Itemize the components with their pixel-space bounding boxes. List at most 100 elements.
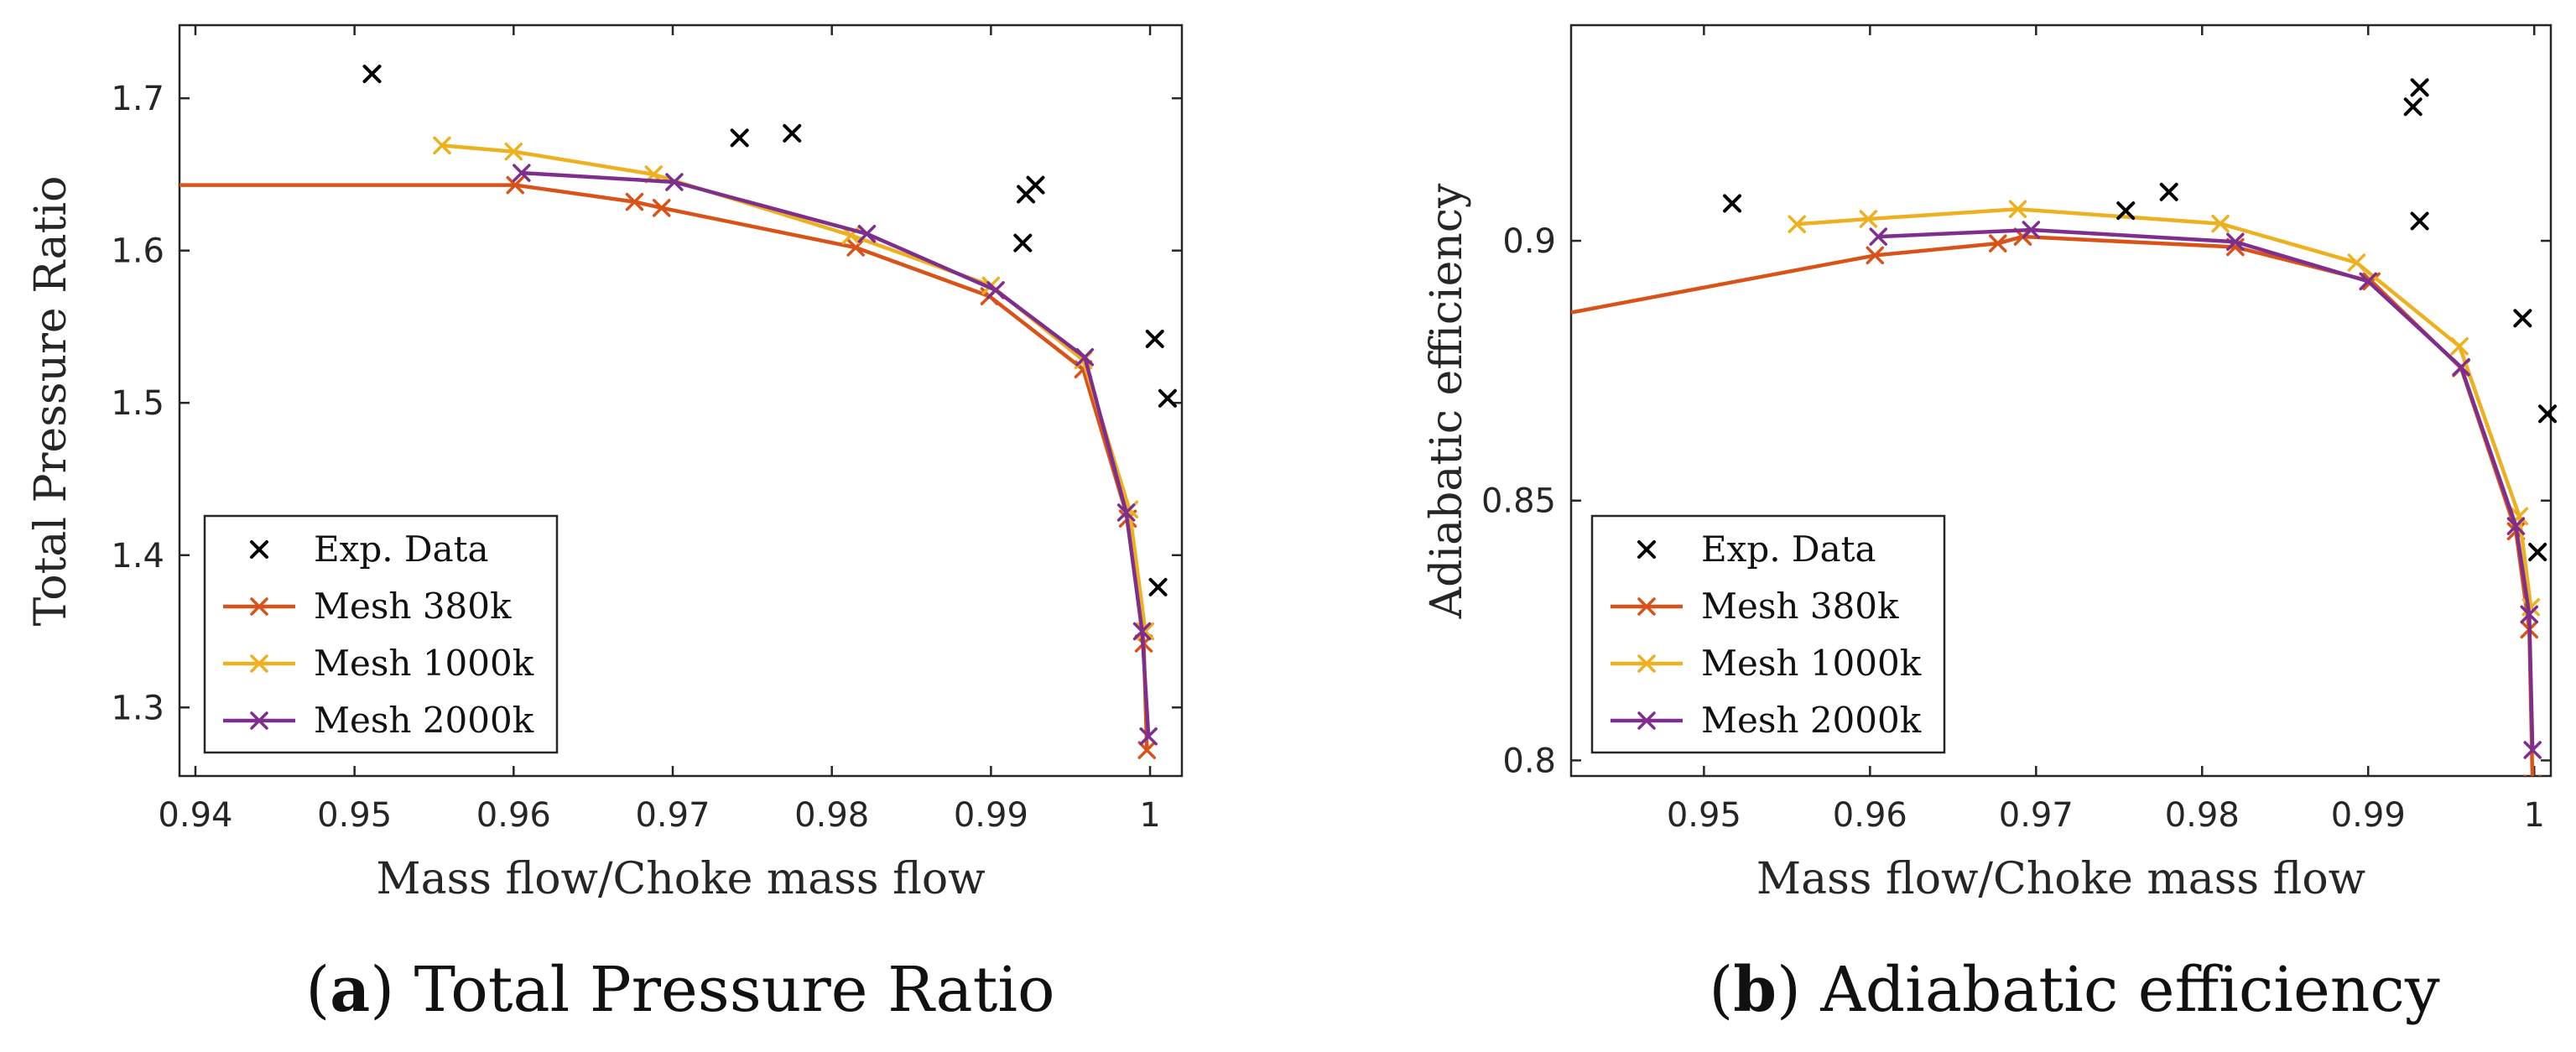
series-marker: [846, 238, 865, 257]
series-marker: [506, 175, 524, 195]
y-tick-label: 0.9: [1502, 222, 1556, 261]
y-tick-label: 0.85: [1481, 482, 1556, 521]
series-marker: [2359, 272, 2377, 291]
y-tick-label: 1.7: [111, 80, 164, 118]
legend-label: Mesh 1000k: [1701, 643, 1922, 684]
y-tick-label: 1.4: [111, 537, 164, 575]
series-line: [441, 143, 1147, 632]
x-tick-label: 0.99: [954, 796, 1028, 835]
chart-panel-a: 0.94 0.95 0.96 0.97 0.98 0.99 1 1.3 1.4 1.5 1.6 1.7…: [26, 23, 1184, 1026]
exp-data-marker: [2528, 543, 2547, 562]
series-marker: [1989, 234, 2007, 253]
series-line: [1797, 207, 2533, 607]
legend-marker: [1637, 654, 1656, 673]
chart-panel-b: 0.95 0.96 0.97 0.98 0.99 1 0.8 0.85 0.9 Mass flow…: [1422, 23, 2558, 1026]
x-axis-label: Mass flow/Choke mass flow: [1756, 854, 2365, 904]
x-axis-label: Mass flow/Choke mass flow: [376, 854, 985, 904]
exp-data-marker: [2159, 182, 2178, 201]
exp-data-marker: [730, 128, 749, 148]
series-marker: [986, 281, 1005, 299]
panel-caption: (a) Total Pressure Ratio: [305, 954, 1054, 1026]
y-tick-label: 1.5: [111, 384, 164, 423]
panel-caption: (b) Adiabatic efficiency: [1709, 954, 2440, 1026]
series-line: [1878, 227, 2535, 751]
series-exp-data: [362, 65, 1177, 596]
legend-label: Mesh 1000k: [314, 643, 534, 684]
exp-data-marker: [362, 65, 382, 84]
series-mesh-2000k: [1869, 221, 2542, 759]
legend-label: Mesh 380k: [314, 586, 512, 627]
series-marker: [2022, 221, 2041, 239]
series-marker: [2362, 272, 2381, 291]
series-marker: [1788, 215, 1806, 233]
x-tick-label: 1: [1139, 796, 1160, 835]
exp-data-marker: [1145, 329, 1164, 348]
series-exp-data: [1723, 78, 2558, 562]
series-marker: [1139, 727, 1158, 746]
x-tick-label: 0.96: [1833, 796, 1907, 835]
exp-data-marker: [2116, 201, 2136, 221]
y-tick-label: 1.6: [111, 232, 164, 271]
x-tick-label: 0.94: [158, 796, 232, 835]
legend-label: Mesh 380k: [1701, 586, 1899, 627]
x-tick-label: 0.96: [476, 796, 551, 835]
exp-data-marker: [2403, 97, 2422, 117]
exp-data-marker: [2513, 309, 2532, 328]
series-marker: [513, 164, 531, 182]
legend-marker: [250, 711, 268, 730]
legend-label: Mesh 2000k: [1701, 700, 1922, 741]
series-marker: [1866, 246, 1885, 265]
exp-data-marker: [1158, 388, 1177, 408]
series-marker: [857, 224, 877, 243]
exp-data-marker: [1026, 175, 1045, 195]
y-tick-label: 1.3: [111, 689, 164, 727]
series-line: [521, 170, 1151, 737]
y-axis-label: Adiabatic efficiency: [1422, 183, 1472, 619]
exp-data-marker: [2538, 404, 2558, 424]
x-tick-label: 0.98: [794, 796, 869, 835]
series-marker: [433, 136, 451, 155]
x-tick-label: 0.95: [317, 796, 392, 835]
series-marker: [504, 142, 523, 161]
series-marker: [2506, 517, 2526, 535]
x-tick-label: 1: [2523, 796, 2544, 835]
series-marker: [2523, 774, 2542, 776]
x-tick-label: 0.95: [1667, 796, 1741, 835]
series-marker: [1869, 227, 1887, 246]
legend-label: Mesh 2000k: [314, 700, 534, 741]
x-tick-label: 0.98: [2165, 796, 2240, 835]
series-marker: [1132, 622, 1152, 641]
exp-data-marker: [783, 123, 802, 143]
series-marker: [1859, 210, 1878, 228]
series-marker: [2523, 741, 2542, 759]
series-mesh-2000k: [513, 164, 1158, 746]
exp-data-marker: [1013, 233, 1033, 253]
panel-letter: a: [330, 954, 370, 1026]
data-layer: [1571, 200, 2542, 776]
series-marker: [1075, 348, 1095, 367]
plot-area-frame: [178, 23, 1184, 778]
legend: Exp. Data Mesh 380k Mesh 1000k Mesh 2000k: [1590, 514, 1946, 754]
legend-marker: [250, 597, 268, 616]
y-tick-label: 0.8: [1502, 742, 1556, 780]
legend: Exp. Data Mesh 380k Mesh 1000k Mesh 2000k: [203, 514, 559, 754]
legend-marker: [1637, 711, 1656, 730]
legend-label: Exp. Data: [1701, 529, 1876, 570]
x-tick-label: 0.99: [2331, 796, 2406, 835]
exp-data-marker: [2410, 78, 2429, 97]
series-marker: [2211, 214, 2230, 233]
series-marker: [2452, 357, 2470, 377]
legend-label: Exp. Data: [314, 529, 489, 570]
x-tick-label: 0.97: [1999, 796, 2074, 835]
exp-data-marker: [1148, 577, 1168, 596]
plot-area-frame: [1569, 23, 2553, 778]
panel-letter: b: [1733, 954, 1777, 1026]
data-layer: [180, 136, 1158, 759]
exp-data-marker: [2410, 211, 2429, 231]
series-marker: [625, 192, 644, 211]
legend-marker: [250, 654, 268, 673]
exp-data-marker: [1723, 194, 1742, 213]
legend-exp-marker: [250, 540, 268, 559]
series-marker: [1116, 503, 1136, 522]
